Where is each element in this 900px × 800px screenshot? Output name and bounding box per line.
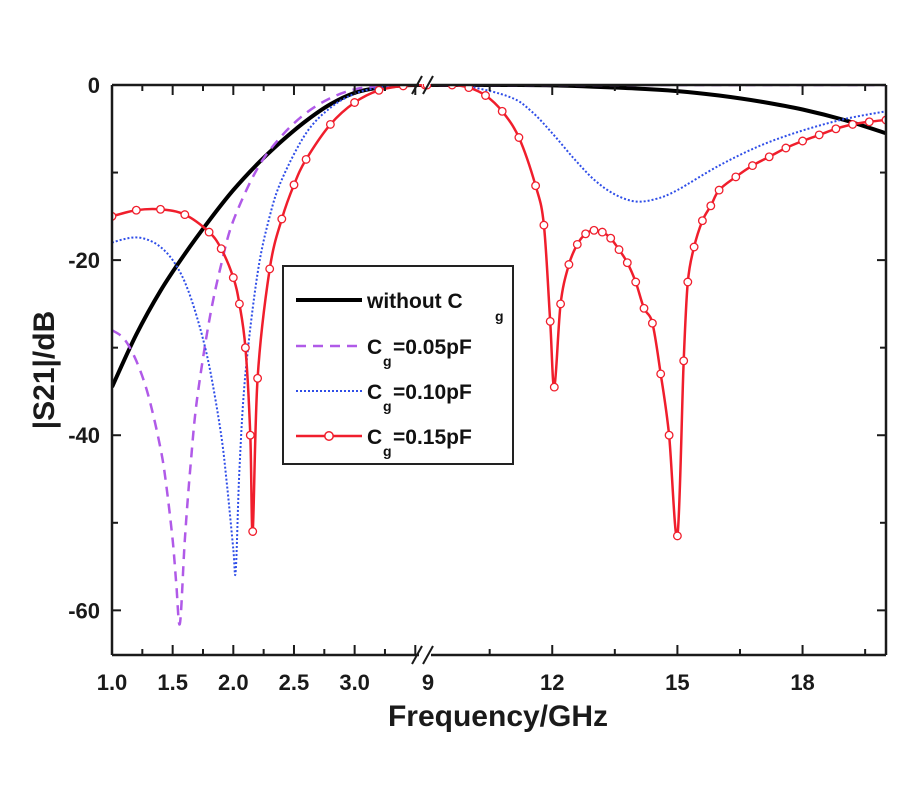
data-point-marker bbox=[564, 260, 574, 269]
data-point-marker bbox=[350, 98, 360, 107]
data-point-marker bbox=[581, 229, 591, 239]
data-point-marker bbox=[781, 143, 791, 153]
legend-label-c: C bbox=[367, 381, 382, 404]
data-point-marker bbox=[814, 130, 824, 140]
data-point-marker bbox=[245, 430, 255, 440]
data-point-marker bbox=[253, 373, 263, 383]
data-point-marker bbox=[798, 136, 808, 146]
x-tick-label: 2.0 bbox=[218, 670, 249, 695]
data-point-marker bbox=[204, 227, 214, 237]
data-point-marker bbox=[689, 242, 699, 252]
series-line-cg-0-05pf bbox=[112, 84, 886, 626]
data-point-marker bbox=[180, 210, 190, 220]
data-point-marker bbox=[848, 119, 858, 129]
y-tick-label: -60 bbox=[68, 598, 100, 623]
data-point-marker bbox=[656, 369, 666, 379]
data-point-marker bbox=[647, 318, 657, 328]
ticks: 0 -20 -40 -60 1.0 1.5 2.0 2.5 3.0 9 12 15 18 bbox=[68, 73, 886, 695]
data-point-marker bbox=[731, 172, 741, 182]
data-point-marker bbox=[277, 214, 287, 224]
data-point-marker bbox=[514, 133, 524, 142]
data-point-marker bbox=[606, 233, 616, 243]
x-tick-label: 3.0 bbox=[339, 670, 370, 695]
legend-sub: g bbox=[495, 308, 504, 324]
data-point-marker bbox=[549, 382, 559, 392]
data-point-marker bbox=[539, 220, 549, 230]
data-point-marker bbox=[531, 181, 541, 191]
legend-entry-cg-005: C g =0.05pF bbox=[296, 336, 472, 369]
legend-sub: g bbox=[383, 398, 392, 414]
x-tick-label: 1.5 bbox=[157, 670, 188, 695]
data-point-marker bbox=[265, 264, 275, 274]
x-axis-title: Frequency/GHz bbox=[388, 700, 608, 733]
data-point-marker bbox=[228, 273, 238, 283]
data-point-marker bbox=[131, 205, 141, 215]
legend-label-value: =0.05pF bbox=[393, 336, 472, 359]
legend-marker-circle bbox=[324, 431, 334, 441]
legend-sub: g bbox=[383, 443, 392, 459]
data-point-marker bbox=[325, 119, 335, 129]
x-tick-label: 2.5 bbox=[279, 670, 310, 695]
data-point-marker bbox=[572, 239, 582, 249]
data-point-marker bbox=[545, 316, 555, 326]
axis-break-mark bbox=[422, 645, 434, 665]
data-point-marker bbox=[374, 85, 384, 95]
data-point-marker bbox=[679, 356, 689, 366]
series-layer bbox=[112, 84, 887, 626]
data-point-marker bbox=[631, 277, 641, 287]
x-tick-label: 12 bbox=[540, 670, 564, 695]
data-point-marker bbox=[289, 180, 299, 190]
data-point-marker bbox=[639, 303, 649, 313]
legend: without C g C g =0.05pF C g =0.10pF C g … bbox=[282, 265, 514, 465]
data-point-marker bbox=[156, 204, 165, 214]
y-axis-title: |S21|/dB bbox=[28, 311, 61, 430]
x-tick-label: 9 bbox=[422, 670, 434, 695]
data-point-marker bbox=[248, 527, 258, 536]
series-line-cg-0-10pf bbox=[112, 84, 887, 577]
legend-label-value: =0.10pF bbox=[393, 381, 472, 404]
data-point-marker bbox=[748, 161, 757, 171]
legend-entry-cg-015: C g =0.15pF bbox=[296, 426, 472, 459]
legend-entry-cg-010: C g =0.10pF bbox=[296, 381, 472, 414]
x-tick-label: 1.0 bbox=[97, 670, 128, 695]
svg-text:without C: without C bbox=[366, 290, 463, 313]
data-point-marker bbox=[556, 299, 566, 309]
axis-break-mark bbox=[422, 75, 434, 95]
y-tick-label: -20 bbox=[68, 248, 100, 273]
data-point-marker bbox=[597, 227, 607, 237]
data-point-marker bbox=[697, 216, 707, 226]
data-point-marker bbox=[481, 91, 490, 100]
legend-label-c: C bbox=[367, 336, 382, 359]
y-tick-label: -40 bbox=[68, 423, 100, 448]
data-point-marker bbox=[614, 245, 624, 255]
data-point-marker bbox=[672, 531, 682, 541]
data-point-marker bbox=[240, 343, 250, 353]
data-point-marker bbox=[864, 117, 874, 127]
legend-entry-without-cg: without C g bbox=[296, 290, 504, 324]
data-point-marker bbox=[714, 185, 724, 195]
data-point-marker bbox=[764, 152, 774, 162]
legend-label: without C bbox=[366, 290, 463, 313]
data-point-marker bbox=[216, 244, 226, 254]
data-point-marker bbox=[589, 225, 599, 235]
data-point-marker bbox=[683, 277, 693, 287]
data-point-marker bbox=[706, 201, 716, 211]
axis-break-mark bbox=[411, 645, 423, 665]
data-point-marker bbox=[831, 124, 841, 134]
legend-label-value: =0.15pF bbox=[393, 426, 472, 449]
y-tick-label: 0 bbox=[88, 73, 100, 98]
x-tick-label: 18 bbox=[790, 670, 814, 695]
axes-frame bbox=[110, 75, 888, 665]
x-tick-label: 15 bbox=[665, 670, 689, 695]
legend-label-c: C bbox=[367, 426, 382, 449]
data-point-marker bbox=[664, 430, 674, 440]
data-point-marker bbox=[497, 106, 507, 116]
data-point-marker bbox=[301, 154, 311, 164]
legend-sub: g bbox=[383, 353, 392, 369]
data-point-marker bbox=[234, 299, 244, 309]
axis-break-mark bbox=[411, 75, 423, 95]
data-point-marker bbox=[622, 258, 632, 268]
